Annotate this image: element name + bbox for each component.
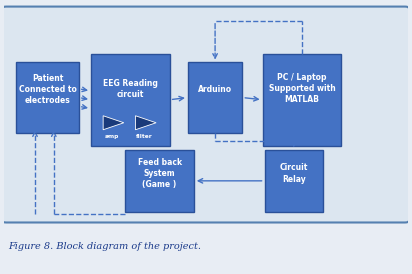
- Text: filter: filter: [136, 134, 153, 139]
- Text: amp: amp: [105, 134, 119, 139]
- FancyBboxPatch shape: [2, 7, 409, 222]
- FancyBboxPatch shape: [265, 150, 323, 212]
- Text: PC / Laptop
Supported with
MATLAB: PC / Laptop Supported with MATLAB: [269, 73, 335, 104]
- FancyBboxPatch shape: [188, 62, 242, 133]
- Polygon shape: [103, 116, 124, 130]
- FancyBboxPatch shape: [125, 150, 194, 212]
- FancyBboxPatch shape: [16, 62, 79, 133]
- Text: Feed back
System
(Game ): Feed back System (Game ): [138, 158, 182, 189]
- Text: Patient
Connected to
electrodes: Patient Connected to electrodes: [19, 73, 77, 105]
- Text: Figure 8. Block diagram of the project.: Figure 8. Block diagram of the project.: [8, 242, 201, 251]
- FancyBboxPatch shape: [262, 54, 341, 146]
- Polygon shape: [136, 116, 156, 130]
- FancyBboxPatch shape: [91, 54, 170, 146]
- Text: Circuit
Relay: Circuit Relay: [280, 163, 308, 184]
- Text: Arduino: Arduino: [198, 85, 232, 94]
- Text: EEG Reading
circuit: EEG Reading circuit: [103, 79, 158, 99]
